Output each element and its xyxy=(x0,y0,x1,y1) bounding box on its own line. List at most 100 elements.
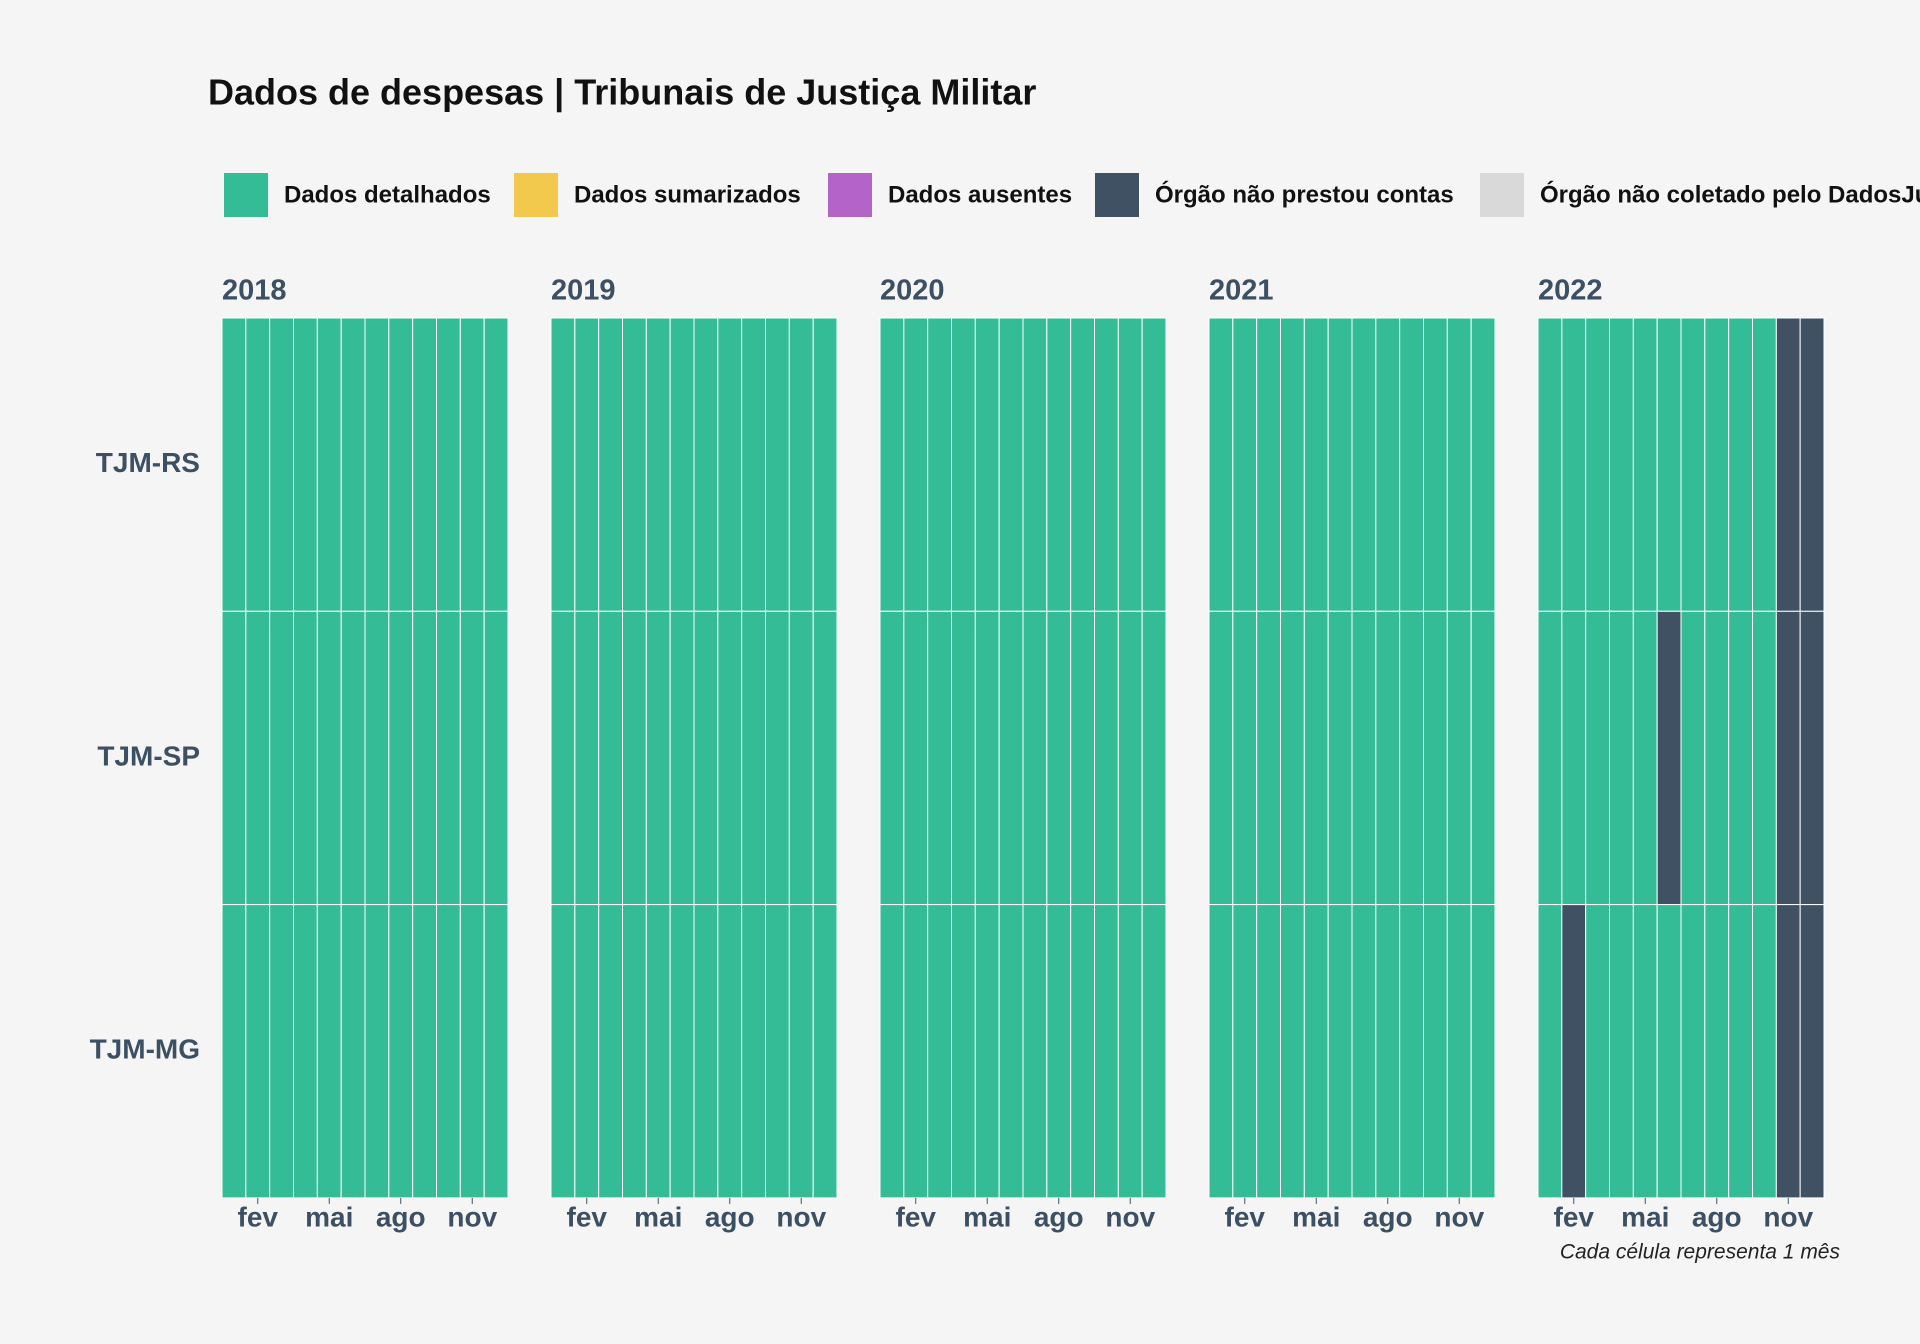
x-tick-label: nov xyxy=(1763,1201,1813,1232)
cell xyxy=(550,317,576,612)
chart-title: Dados de despesas | Tribunais de Justiça… xyxy=(208,72,1036,114)
row-label: TJM-RS xyxy=(96,447,200,478)
cell xyxy=(765,317,790,612)
cell xyxy=(1117,317,1143,612)
cell xyxy=(1775,610,1801,906)
cell xyxy=(221,317,247,612)
cell xyxy=(1561,317,1587,612)
cell xyxy=(1752,610,1777,906)
cell xyxy=(1303,610,1329,906)
x-tick-label: nov xyxy=(776,1201,826,1232)
cell xyxy=(388,317,414,612)
cell xyxy=(574,610,600,906)
cell xyxy=(269,610,294,906)
cell xyxy=(1609,610,1634,906)
cell xyxy=(1303,317,1329,612)
cell xyxy=(483,904,509,1199)
cell xyxy=(927,610,953,906)
cell xyxy=(1728,610,1753,906)
cell xyxy=(1070,317,1095,612)
cell xyxy=(741,904,767,1199)
cell xyxy=(1446,317,1472,612)
cell xyxy=(1232,610,1258,906)
cell xyxy=(622,610,647,906)
cell xyxy=(1256,904,1281,1199)
cell xyxy=(765,904,790,1199)
cell xyxy=(550,904,576,1199)
cell xyxy=(388,610,414,906)
cell xyxy=(1752,904,1777,1199)
cell xyxy=(1375,317,1401,612)
cell xyxy=(269,904,294,1199)
cell xyxy=(1561,904,1587,1199)
cell xyxy=(1775,904,1801,1199)
cell xyxy=(1046,610,1072,906)
cell xyxy=(221,610,247,906)
cell xyxy=(1256,610,1281,906)
cell xyxy=(693,317,719,612)
cell xyxy=(1141,904,1167,1199)
cell xyxy=(1680,904,1706,1199)
cell xyxy=(436,610,461,906)
cell xyxy=(1351,610,1377,906)
cell xyxy=(645,610,671,906)
x-tick-label: nov xyxy=(447,1201,497,1232)
cell xyxy=(1632,317,1658,612)
legend-label: Órgão não coletado pelo DadosJusBr xyxy=(1540,180,1920,208)
x-tick-label: mai xyxy=(963,1201,1011,1232)
cell xyxy=(1423,610,1448,906)
cell xyxy=(1656,610,1682,906)
x-tick-label: nov xyxy=(1434,1201,1484,1232)
cell xyxy=(1704,610,1730,906)
cell xyxy=(1728,904,1753,1199)
cell xyxy=(998,904,1024,1199)
cell xyxy=(340,610,366,906)
cell xyxy=(1070,610,1095,906)
cell xyxy=(1022,610,1048,906)
x-tick-label: ago xyxy=(376,1201,426,1232)
cell xyxy=(574,317,600,612)
cell xyxy=(951,904,976,1199)
cell xyxy=(1351,317,1377,612)
cell xyxy=(1680,610,1706,906)
legend-swatch xyxy=(1095,173,1139,217)
cell xyxy=(1775,317,1801,612)
cell xyxy=(1399,317,1424,612)
cell xyxy=(1446,904,1472,1199)
cell xyxy=(717,904,743,1199)
cell xyxy=(316,610,342,906)
cell xyxy=(1585,610,1610,906)
year-label: 2018 xyxy=(222,275,287,307)
cell xyxy=(459,610,485,906)
cell xyxy=(693,904,719,1199)
cell xyxy=(1561,610,1587,906)
legend-swatch xyxy=(514,173,558,217)
cell xyxy=(998,610,1024,906)
cell xyxy=(645,317,671,612)
x-tick-label: fev xyxy=(567,1201,608,1232)
x-tick-label: ago xyxy=(1363,1201,1413,1232)
legend-swatch xyxy=(828,173,872,217)
cell xyxy=(598,317,624,612)
cell xyxy=(1208,904,1234,1199)
cell xyxy=(974,904,1000,1199)
cell xyxy=(1375,610,1401,906)
x-tick-label: ago xyxy=(705,1201,755,1232)
x-tick-label: mai xyxy=(1621,1201,1669,1232)
cell xyxy=(717,610,743,906)
cell xyxy=(812,317,838,612)
cell xyxy=(879,317,905,612)
cell xyxy=(1585,317,1610,612)
cell xyxy=(1537,317,1563,612)
cell xyxy=(1399,610,1424,906)
cell xyxy=(788,904,814,1199)
cell xyxy=(1256,317,1281,612)
cell xyxy=(1609,317,1634,612)
cell xyxy=(927,904,953,1199)
cell xyxy=(998,317,1024,612)
row-label: TJM-MG xyxy=(90,1034,200,1065)
cell xyxy=(1470,904,1496,1199)
legend-swatch xyxy=(224,173,268,217)
cell xyxy=(1280,317,1305,612)
